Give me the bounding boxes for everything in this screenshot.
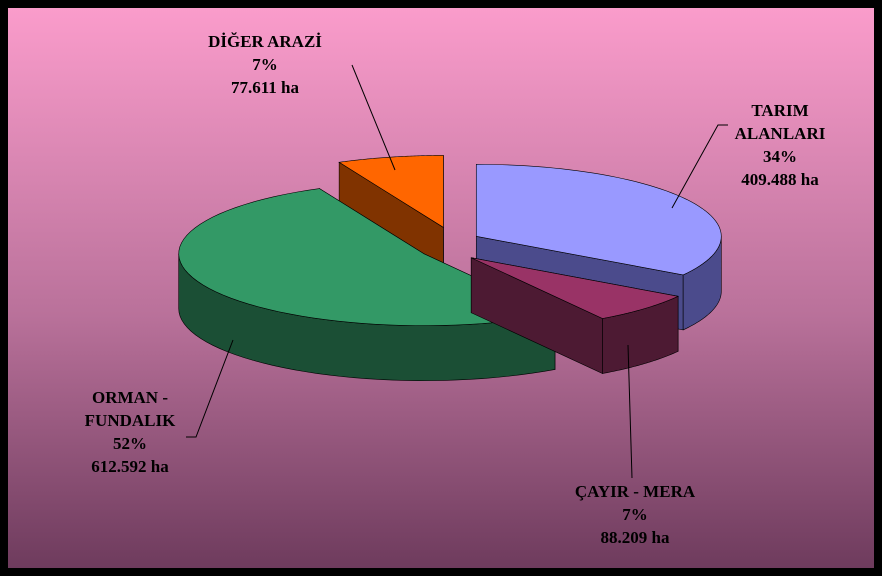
- percent-label: 52%: [113, 434, 147, 453]
- slice: [475, 164, 722, 276]
- slice-label: ÇAYIR - MERA 7% 88.209 ha: [560, 480, 710, 549]
- category-label: DİĞER ARAZİ: [208, 32, 322, 51]
- leader-line: [351, 64, 396, 171]
- area-label: 612.592 ha: [91, 457, 169, 476]
- slice-label: ORMAN - FUNDALIK 52% 612.592 ha: [75, 386, 185, 478]
- area-label: 77.611 ha: [230, 78, 300, 97]
- category-label: TARIM ALANLARI: [734, 101, 826, 143]
- leader-line: [627, 344, 633, 479]
- area-label: 88.209 ha: [600, 528, 670, 547]
- category-label: ÇAYIR - MERA: [574, 482, 696, 501]
- leader-line: [671, 124, 728, 209]
- percent-label: 34%: [763, 147, 797, 166]
- slice: [471, 257, 680, 319]
- category-label: ORMAN - FUNDALIK: [84, 388, 176, 430]
- slice: [178, 188, 556, 326]
- percent-label: 7%: [622, 505, 648, 524]
- slice-label: DİĞER ARAZİ 7% 77.611 ha: [200, 30, 330, 99]
- slice-label: TARIM ALANLARI 34% 409.488 ha: [725, 99, 835, 191]
- percent-label: 7%: [252, 55, 278, 74]
- leader-line: [186, 339, 234, 438]
- area-label: 409.488 ha: [741, 170, 819, 189]
